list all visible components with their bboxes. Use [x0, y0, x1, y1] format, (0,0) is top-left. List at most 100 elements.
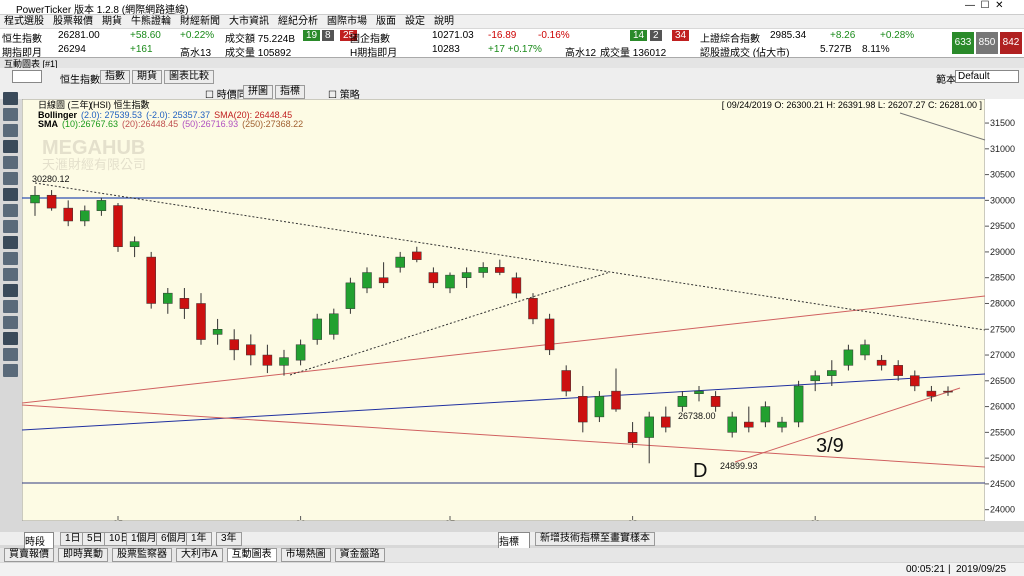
- menu-item[interactable]: 設定: [405, 16, 425, 27]
- y-tick-label: 31500: [990, 118, 1015, 128]
- quote-cell: H期指即月: [350, 48, 398, 59]
- candle-body: [926, 390, 937, 397]
- toolbar-button[interactable]: 圖表比較: [164, 70, 214, 84]
- candle-body: [63, 207, 73, 222]
- tool-icon: [3, 252, 18, 265]
- candle-body: [843, 349, 854, 366]
- tool-button[interactable]: 指標: [275, 85, 305, 99]
- y-tick-label: 28500: [990, 273, 1015, 283]
- menu-item[interactable]: 大市資訊: [229, 16, 269, 27]
- quote-cell: 上證綜合指數: [700, 34, 760, 45]
- tool-icon: [3, 348, 18, 361]
- trend-line: [289, 271, 611, 376]
- strategy-label: 策略: [339, 90, 360, 101]
- quote-cell: +0.22%: [180, 30, 215, 41]
- trend-line: [734, 387, 961, 463]
- tab[interactable]: 資金盤路: [334, 548, 385, 562]
- tab[interactable]: 大利市A: [176, 548, 223, 562]
- period-select[interactable]: 時段: [24, 532, 54, 549]
- tab[interactable]: 互動圖表: [226, 548, 277, 562]
- tab[interactable]: 市場熱圖: [280, 548, 331, 562]
- range-button[interactable]: 1年: [186, 532, 212, 546]
- trend-line: [22, 295, 986, 404]
- quote-cell: 10283: [432, 44, 460, 55]
- trend-line: [899, 112, 986, 141]
- market-count: 850: [976, 32, 998, 54]
- trend-line: [22, 404, 986, 468]
- annotation: D: [693, 460, 707, 482]
- candle-body: [677, 396, 688, 407]
- candle-body: [362, 272, 372, 289]
- menu-item[interactable]: 版面: [376, 16, 396, 27]
- indicator-select[interactable]: 指標: [498, 532, 530, 549]
- y-tick-label: 26000: [990, 402, 1015, 412]
- strategy-toggle[interactable]: ☐ 策略: [328, 90, 360, 101]
- trend-line: [34, 182, 986, 331]
- x-tick-label: 08: [628, 519, 638, 521]
- quote-cell: 14: [630, 30, 648, 41]
- tool-icon: [3, 364, 18, 377]
- menu-item[interactable]: 財經新聞: [180, 16, 220, 27]
- quote-cell: 成交量 136012: [600, 48, 667, 59]
- annotation: 3/9: [816, 435, 844, 457]
- toolbar-button[interactable]: 期貨: [132, 70, 162, 84]
- menu-item[interactable]: 程式選股: [4, 16, 44, 27]
- menu-item[interactable]: 期貨: [102, 16, 122, 27]
- tool-icon: [3, 300, 18, 313]
- range-button[interactable]: 1個月: [126, 532, 162, 546]
- quote-cell: +58.60: [130, 30, 161, 41]
- quote-cell: 認股證成交 (佔大市): [700, 48, 790, 59]
- tab[interactable]: 買賣報價: [4, 548, 54, 562]
- symbol-input[interactable]: [12, 70, 42, 83]
- layout-select[interactable]: Default: [955, 70, 1019, 83]
- y-tick-label: 24500: [990, 479, 1015, 489]
- candle-body: [578, 396, 588, 423]
- menu-item[interactable]: 國際市場: [327, 16, 367, 27]
- add-indicator[interactable]: 新增技術指標至畫實樣本: [535, 532, 655, 546]
- quote-cell: 8.11%: [862, 44, 890, 55]
- quote-cell: 19: [303, 30, 321, 41]
- menu-item[interactable]: 股票報價: [53, 16, 93, 27]
- drawing-tools: [3, 92, 18, 377]
- menu-item[interactable]: 牛熊證輪: [131, 16, 171, 27]
- tool-icon: [3, 332, 18, 345]
- tool-icon: [3, 108, 18, 121]
- menu-item[interactable]: 說明: [434, 16, 454, 27]
- range-button[interactable]: 3年: [216, 532, 242, 546]
- tool-icon: [3, 124, 18, 137]
- tool-icon: [3, 172, 18, 185]
- sma-legend: SMA: [38, 119, 59, 129]
- market-count: 842: [1000, 32, 1022, 54]
- candle-body: [163, 292, 173, 304]
- candle-body: [744, 421, 754, 428]
- tab-bar: 買賣報價 即時異動 股票監察器 大利市A 互動圖表 市場熱圖 資金盤路: [0, 548, 1024, 562]
- quote-cell: 成交額 75.224B: [225, 34, 296, 45]
- candle-body: [528, 298, 538, 320]
- tab[interactable]: 即時異動: [58, 548, 108, 562]
- toolbar-button[interactable]: 指數: [100, 70, 130, 84]
- sync-toggle[interactable]: ☐ 時價同步: [205, 90, 257, 101]
- candle-body: [661, 416, 671, 428]
- y-tick-label: 24000: [990, 505, 1015, 515]
- candle-body: [246, 344, 256, 356]
- y-tick-label: 30000: [990, 195, 1015, 205]
- y-tick-label: 27000: [990, 350, 1015, 360]
- y-tick-label: 26500: [990, 376, 1015, 386]
- menu-item[interactable]: 經紀分析: [278, 16, 318, 27]
- watermark: 天滙財經有限公司: [42, 157, 146, 172]
- tool-icon: [3, 140, 18, 153]
- tab[interactable]: 股票監察器: [112, 548, 172, 562]
- toolbar-buttons: 指數 期貨 圖表比較: [100, 70, 216, 84]
- candle-body: [594, 396, 605, 418]
- candle-body: [860, 344, 870, 356]
- title-bar: PowerTicker 版本 1.2.8 (網際網路連線) — ☐ ✕: [0, 0, 1024, 16]
- y-tick-label: 31000: [990, 144, 1015, 154]
- sync-label: 時價同步: [216, 90, 257, 101]
- y-tick-label: 28000: [990, 298, 1015, 308]
- candle-body: [179, 298, 190, 309]
- candle-body: [229, 339, 239, 351]
- quote-cell: -16.89: [488, 30, 517, 41]
- window-controls[interactable]: — ☐ ✕: [965, 0, 1004, 11]
- tool-button[interactable]: 拼圖: [243, 85, 273, 99]
